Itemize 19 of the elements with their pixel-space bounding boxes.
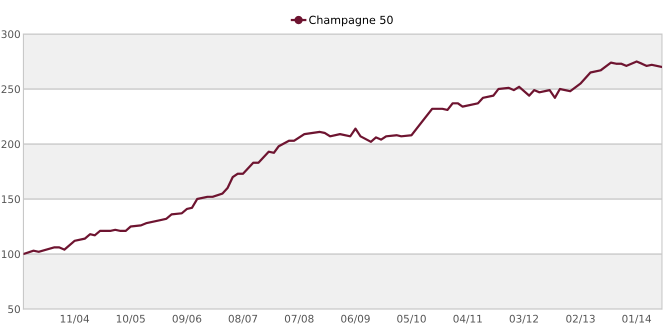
- y-tick-label: 300: [2, 30, 20, 38]
- x-tick-label: 10/05: [116, 314, 145, 324]
- y-tick-label: 200: [2, 140, 20, 148]
- x-tick-label: 02/13: [566, 314, 595, 324]
- x-tick-label: 03/12: [510, 314, 538, 324]
- x-tick-label: 01/14: [622, 314, 652, 324]
- y-tick-label: 100: [2, 250, 20, 258]
- y-tick-label: 150: [2, 195, 20, 204]
- legend-label: Champagne 50: [309, 15, 393, 26]
- x-tick-label: 09/06: [172, 314, 202, 324]
- line-series: [23, 60, 662, 256]
- x-tick-label: 08/07: [228, 314, 258, 324]
- x-tick-label: 04/11: [453, 314, 482, 324]
- x-tick-label: 05/10: [397, 314, 426, 324]
- x-tick-label: 06/09: [341, 314, 370, 324]
- y-tick-label: 50: [8, 305, 20, 314]
- x-tick-label: 11/04: [60, 314, 90, 324]
- y-tick-label: 250: [2, 85, 20, 94]
- x-tick-label: 07/08: [284, 314, 314, 324]
